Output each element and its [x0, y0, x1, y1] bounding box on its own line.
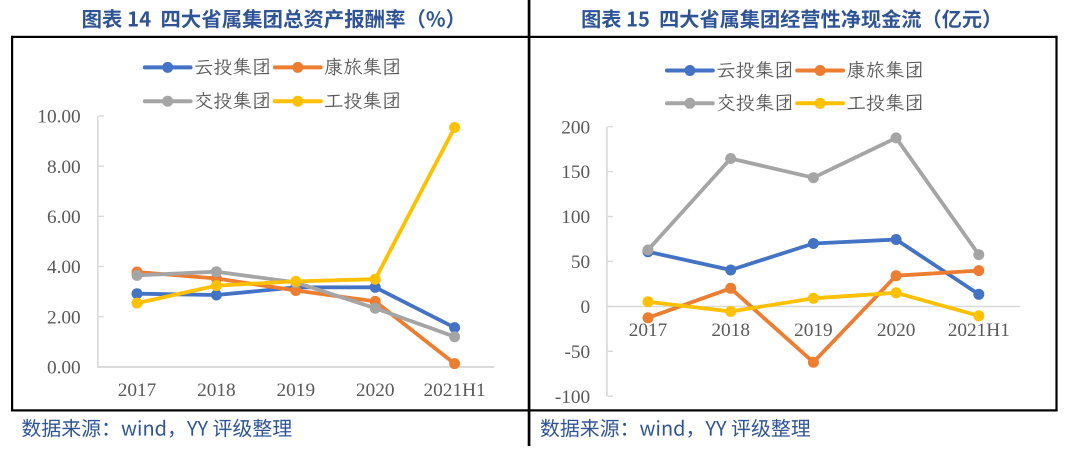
svg-text:-100: -100: [555, 387, 590, 408]
svg-text:50: 50: [571, 252, 590, 273]
svg-text:2017: 2017: [629, 320, 668, 341]
svg-text:2020: 2020: [356, 380, 395, 401]
svg-text:2019: 2019: [277, 380, 316, 401]
svg-text:-50: -50: [564, 342, 590, 363]
svg-text:0.00: 0.00: [47, 358, 81, 379]
svg-text:2018: 2018: [197, 380, 236, 401]
svg-text:8.00: 8.00: [47, 157, 81, 178]
svg-text:4.00: 4.00: [47, 257, 81, 278]
svg-text:2021H1: 2021H1: [948, 320, 1010, 341]
svg-text:2017: 2017: [118, 380, 157, 401]
svg-text:0: 0: [581, 297, 591, 318]
svg-text:200: 200: [561, 117, 590, 138]
svg-text:2018: 2018: [711, 320, 750, 341]
svg-text:6.00: 6.00: [47, 207, 81, 228]
svg-text:10.00: 10.00: [37, 107, 80, 128]
svg-text:2020: 2020: [877, 320, 916, 341]
svg-text:100: 100: [561, 207, 590, 228]
svg-text:2019: 2019: [794, 320, 833, 341]
svg-text:150: 150: [561, 162, 590, 183]
svg-text:2021H1: 2021H1: [424, 380, 486, 401]
svg-text:2.00: 2.00: [47, 307, 81, 328]
